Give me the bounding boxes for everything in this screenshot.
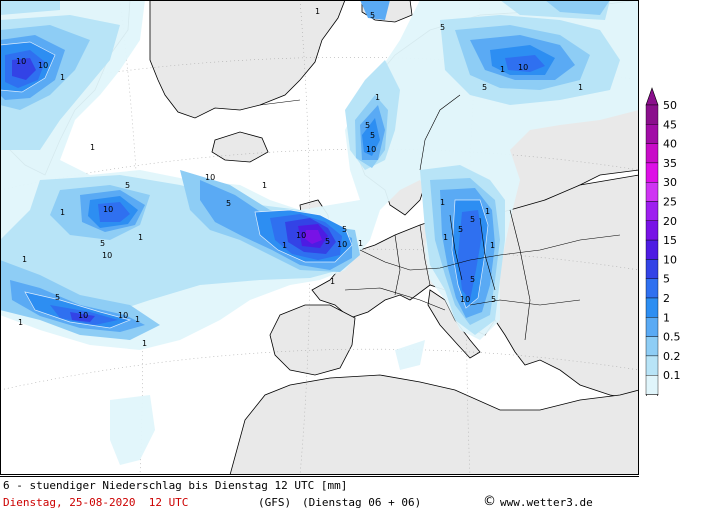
contour-label: 1 (443, 233, 448, 242)
legend-label: 10 (663, 253, 677, 266)
contour-label: 5 (365, 121, 370, 130)
legend-swatch (645, 297, 659, 318)
contour-lines (0, 41, 489, 329)
north-africa (229, 374, 639, 475)
legend-label: 2 (663, 292, 670, 305)
contour-label: 1 (142, 339, 147, 348)
contour-label: 1 (135, 315, 140, 324)
legend-label: 20 (663, 215, 677, 228)
contour-label: 1 (315, 7, 320, 16)
legend-label: 15 (663, 234, 677, 247)
iberia (269, 304, 356, 376)
contour-label: 1 (330, 277, 335, 286)
contour-label: 1 (138, 233, 143, 242)
greenland (149, 0, 346, 119)
contour-label: 1 (375, 93, 380, 102)
legend-arrow-top (645, 87, 659, 106)
site-credit[interactable]: www.wetter3.de (500, 496, 593, 509)
contour-label: 10 (16, 57, 26, 66)
legend-swatch (645, 355, 659, 376)
contour-label: 10 (460, 295, 470, 304)
copyright-icon: © (483, 494, 496, 509)
contour-label: 1 (22, 255, 27, 264)
precip-band-20 (304, 230, 322, 244)
legend-label: 0.2 (663, 350, 681, 363)
contour-label: 5 (55, 293, 60, 302)
contour-label: 10 (38, 61, 48, 70)
legend-swatch (645, 317, 659, 337)
contour-label: 1 (282, 241, 287, 250)
contour-label: 1 (440, 198, 445, 207)
legend-swatch (645, 124, 659, 144)
contour-label: 1 (262, 181, 267, 190)
contour-label: 10 (78, 311, 88, 320)
legend-swatch (645, 220, 659, 241)
contour-value-labels: 10 10 1 1 5 5 10 1 10 1 10 5 1 10 1 5 1 … (16, 7, 583, 348)
legend-label: 50 (663, 99, 677, 112)
legend-swatch (645, 104, 659, 125)
legend-label: 0.1 (663, 369, 681, 382)
contour-label: 5 (440, 23, 445, 32)
contour-label: 5 (125, 181, 130, 190)
contour-label: 10 (102, 251, 112, 260)
contour-label: 1 (500, 65, 505, 74)
contour-label: 5 (458, 225, 463, 234)
legend-swatch (645, 336, 659, 357)
legend-label: 1 (663, 311, 670, 324)
legend-label: 30 (663, 176, 677, 189)
valid-date: Dienstag, 25-08-2020 12 UTC (3, 496, 189, 509)
contour-label: 1 (358, 239, 363, 248)
contour-label: 1 (60, 73, 65, 82)
contour-label: 5 (342, 225, 347, 234)
color-legend: 50 45 40 35 30 25 20 15 10 5 2 1 0.5 0.2 0.1 (642, 86, 704, 410)
contour-label: 10 (296, 231, 306, 240)
contour-label: 5 (470, 275, 475, 284)
legend-swatch (645, 181, 659, 202)
legend-label: 40 (663, 138, 677, 151)
contour-label: 1 (18, 318, 23, 327)
contour-label: 5 (482, 83, 487, 92)
contour-label: 5 (100, 239, 105, 248)
legend-label: 25 (663, 196, 677, 209)
legend-swatches (645, 87, 659, 410)
legend-swatch (645, 259, 659, 279)
legend-arrow-bottom (645, 394, 659, 410)
contour-label: 5 (491, 295, 496, 304)
contour-label: 5 (470, 215, 475, 224)
legend-swatch (645, 143, 659, 164)
legend-labels: 50 45 40 35 30 25 20 15 10 5 2 1 0.5 0.2 0.1 (663, 99, 681, 382)
map-caption: 6 - stuendiger Niederschlag bis Dienstag… (3, 479, 348, 492)
footer: 6 - stuendiger Niederschlag bis Dienstag… (0, 476, 639, 513)
contour-label: 10 (366, 145, 376, 154)
legend-label: 0.5 (663, 331, 681, 344)
legend-label: 35 (663, 157, 677, 170)
contour-label: 5 (370, 131, 375, 140)
contour-label: 10 (337, 240, 347, 249)
contour-label: 1 (490, 241, 495, 250)
contour-label: 5 (325, 237, 330, 246)
legend-swatch (645, 375, 659, 395)
model-name: (GFS) (258, 496, 292, 509)
legend-swatch (645, 278, 659, 299)
contour-label: 10 (103, 205, 113, 214)
legend-swatch (645, 201, 659, 221)
legend-label: 5 (663, 273, 670, 286)
legend-swatch (645, 162, 659, 183)
precipitation-map: 10 10 1 1 5 5 10 1 10 1 10 5 1 10 1 5 1 … (0, 0, 639, 475)
contour-label: 1 (90, 143, 95, 152)
contour-label: 1 (578, 83, 583, 92)
legend-label: 45 (663, 118, 677, 131)
contour-label: 5 (226, 199, 231, 208)
contour-label: 5 (370, 11, 375, 20)
contour-label: 1 (60, 208, 65, 217)
contour-label: 10 (205, 173, 215, 182)
iceland (211, 131, 269, 163)
model-run: (Dienstag 06 + 06) (302, 496, 422, 509)
contour-label: 10 (118, 311, 128, 320)
contour-label: 10 (518, 63, 528, 72)
legend-swatch (645, 239, 659, 260)
borders (259, 94, 621, 341)
contour-label: 1 (485, 207, 490, 216)
precipitation-field (0, 0, 639, 465)
